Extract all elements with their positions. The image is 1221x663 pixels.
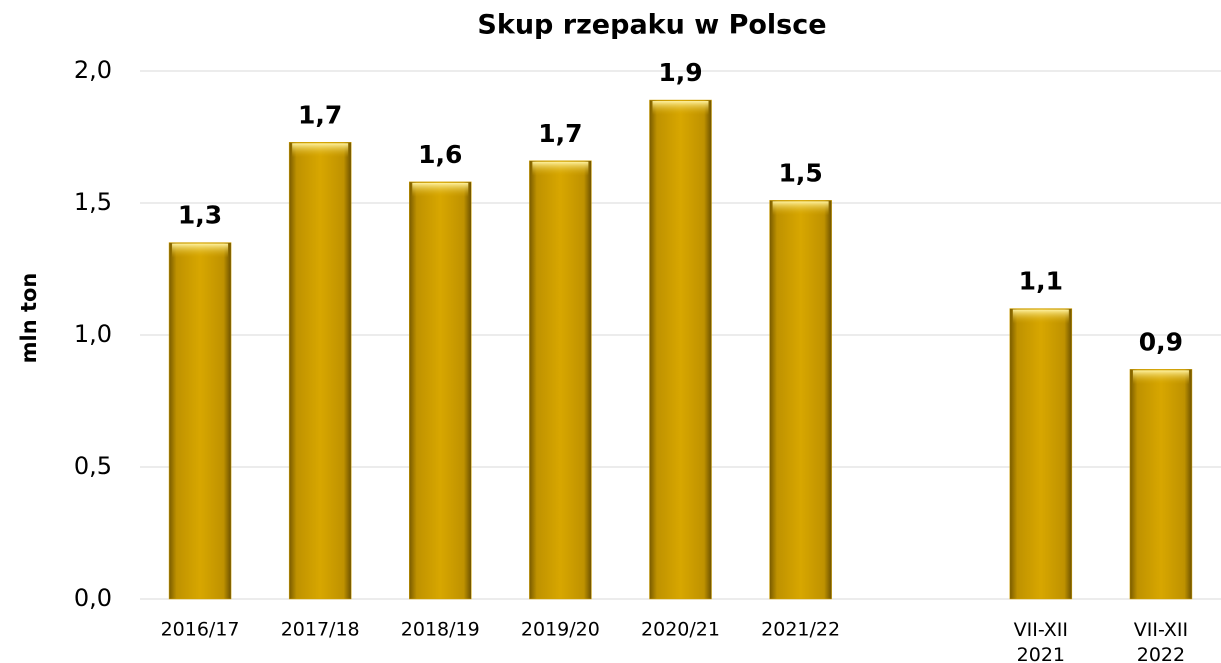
bar (1009, 308, 1073, 600)
bar (288, 142, 352, 600)
data-label: 1,3 (178, 201, 222, 230)
bar (769, 200, 832, 600)
bar (649, 99, 712, 600)
x-tick-label: 2016/17 (161, 619, 240, 641)
data-label: 1,9 (658, 58, 702, 87)
data-label: 1,6 (418, 140, 462, 169)
bar (1129, 369, 1193, 600)
bar (409, 181, 472, 600)
y-axis-label: mln ton (17, 273, 41, 364)
x-tick-label: 2019/20 (521, 619, 600, 641)
x-tick-label: VII-XII 2021 (1014, 619, 1068, 663)
data-label: 1,1 (1019, 267, 1063, 296)
y-tick-label: 1,0 (74, 320, 112, 348)
x-tick-label: 2021/22 (761, 619, 840, 641)
x-tick-label: VII-XII 2022 (1134, 619, 1188, 663)
x-tick-label: 2018/19 (401, 619, 480, 641)
data-label: 1,5 (778, 158, 822, 187)
chart-title: Skup rzepaku w Polsce (477, 10, 826, 41)
y-tick-label: 0,5 (74, 452, 112, 480)
y-tick-label: 0,0 (74, 584, 112, 612)
y-tick-label: 2,0 (74, 56, 112, 84)
y-tick-label: 1,5 (74, 188, 112, 216)
x-tick-label: 2017/18 (281, 619, 360, 641)
x-tick-label: 2020/21 (641, 619, 720, 641)
bar (168, 242, 232, 600)
data-label: 1,7 (298, 100, 342, 129)
bar (529, 160, 592, 600)
data-label: 0,9 (1139, 327, 1183, 356)
data-label: 1,7 (538, 119, 582, 148)
